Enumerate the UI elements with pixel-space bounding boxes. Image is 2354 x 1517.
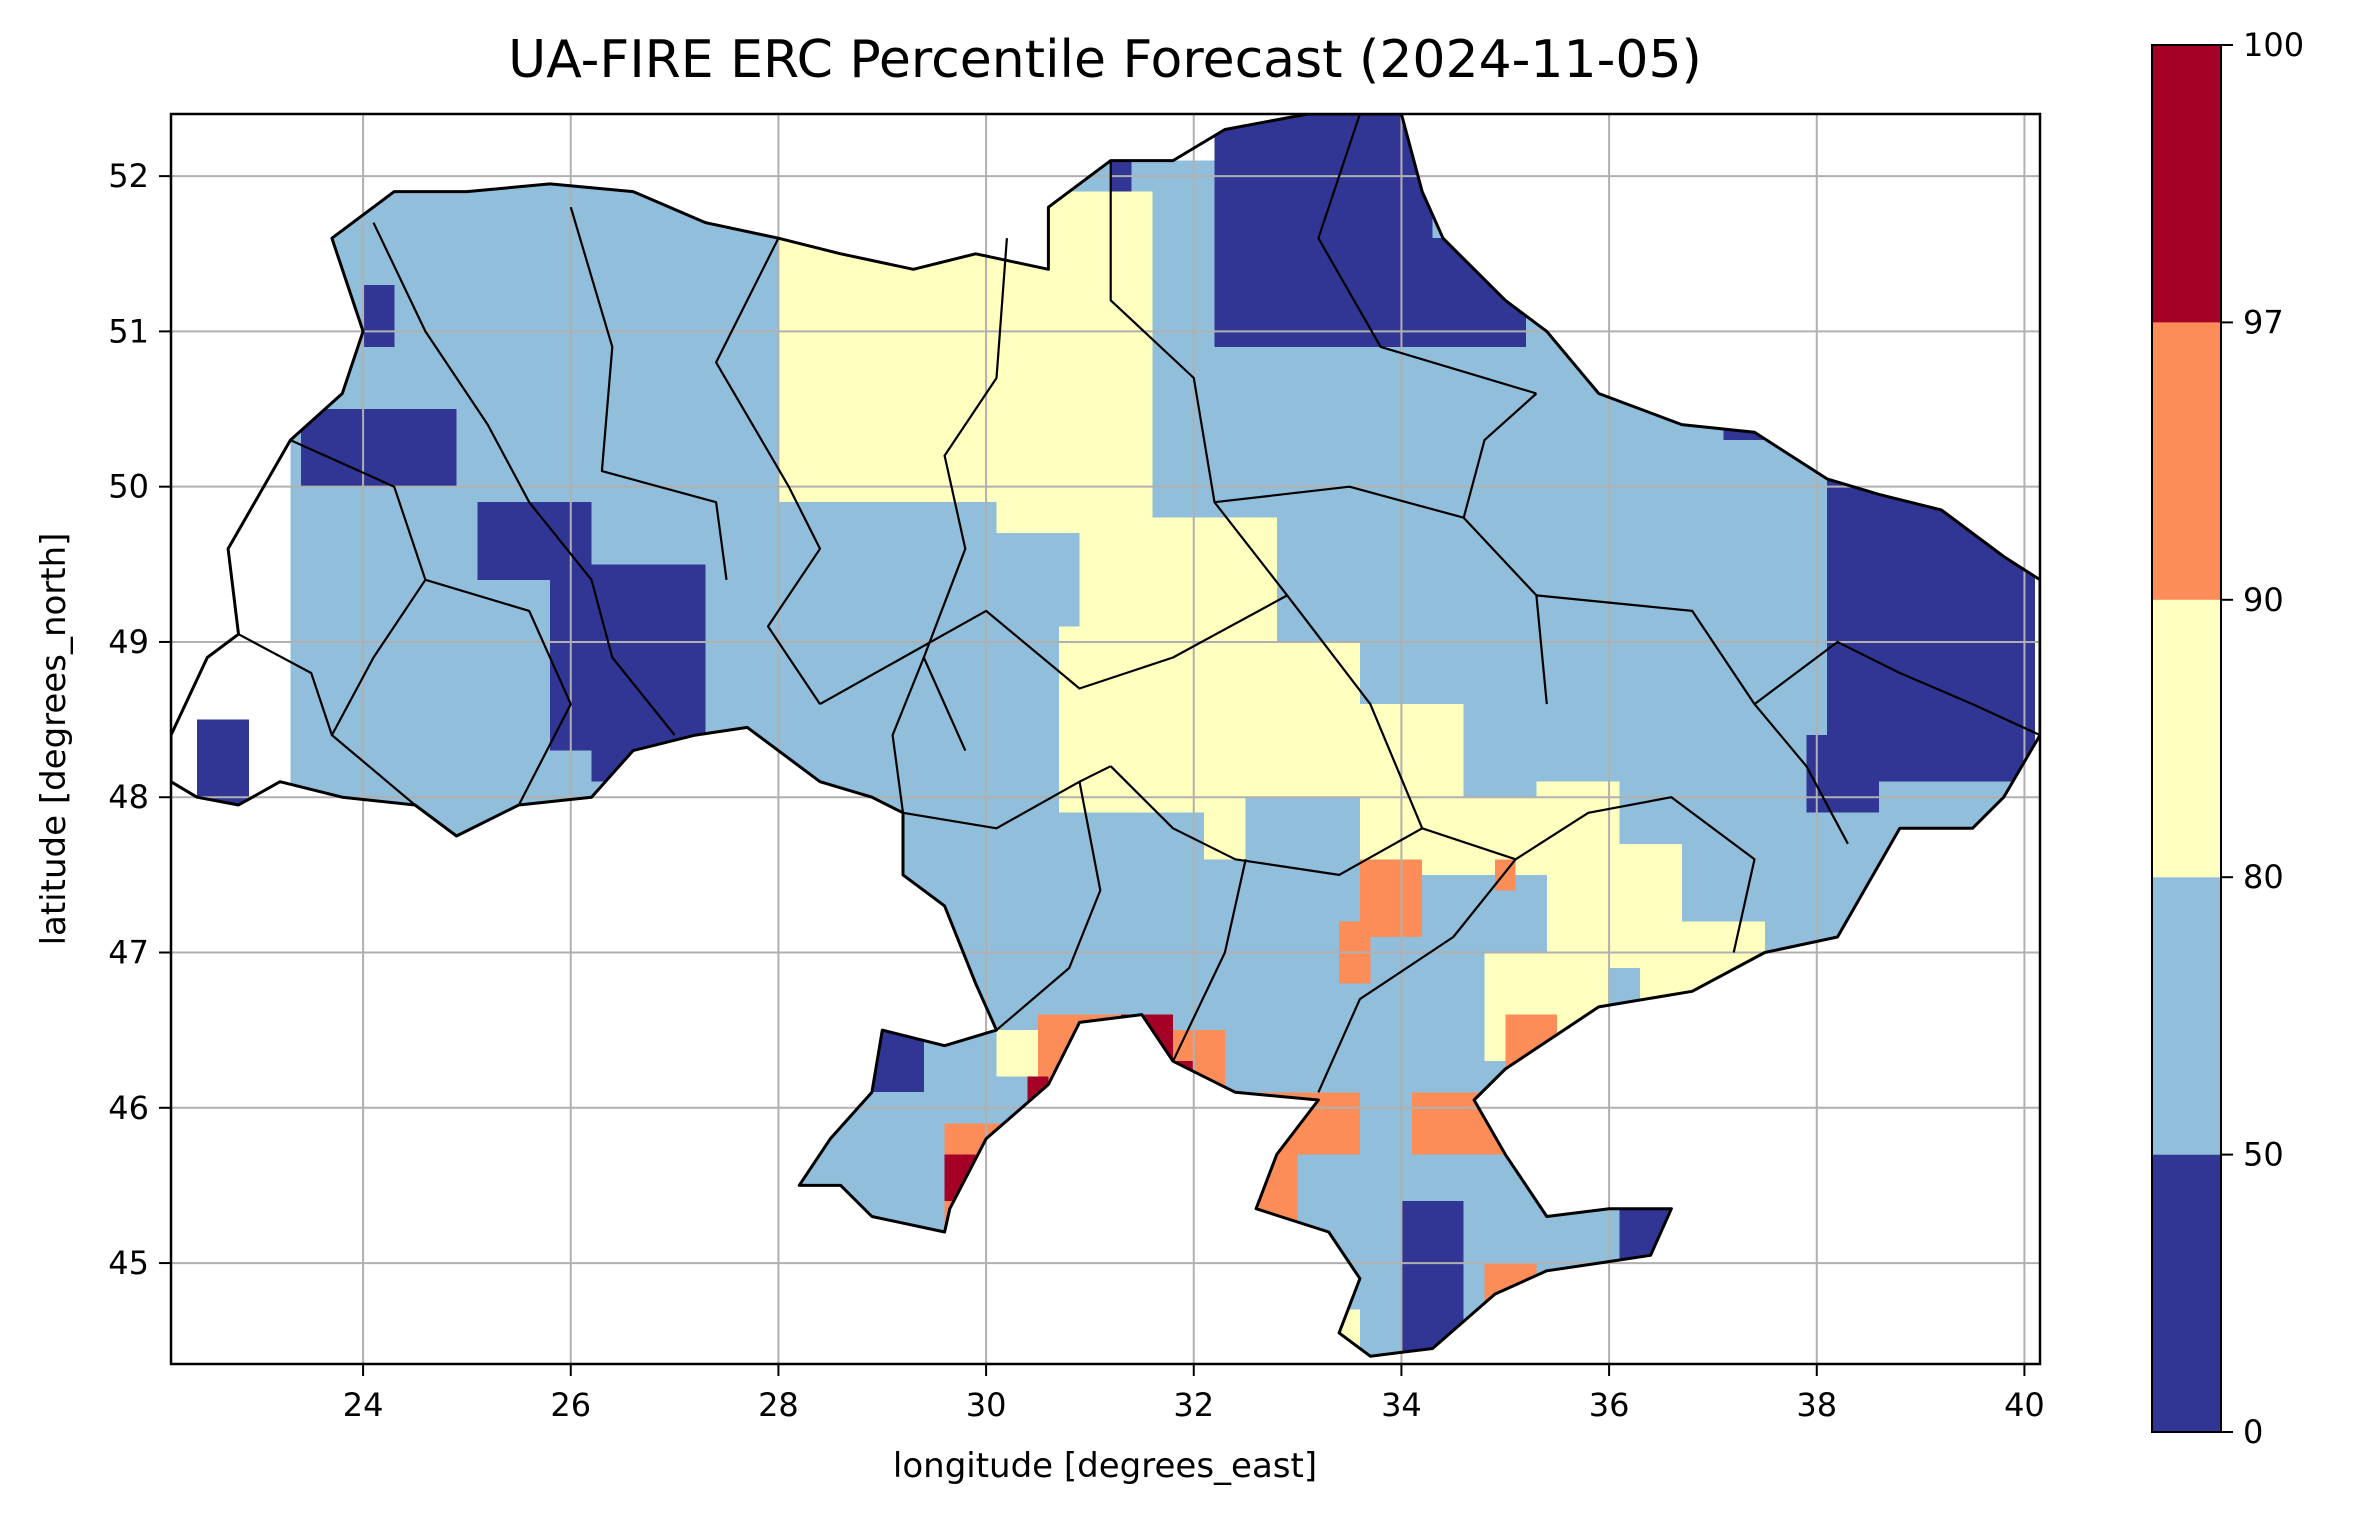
y-tick-label-47: 47 bbox=[108, 934, 149, 972]
oblast-boundary-20 bbox=[1462, 392, 1538, 518]
x-tick-label-38: 38 bbox=[1796, 1386, 1837, 1424]
oblast-boundary-3 bbox=[715, 237, 822, 705]
oblast-boundary-10 bbox=[1421, 796, 1756, 953]
erc-cell-class-4 bbox=[1121, 1014, 1173, 1093]
colorbar-frame bbox=[2151, 44, 2222, 1433]
erc-cell-class-0 bbox=[591, 719, 706, 782]
colorbar-segment-50-80 bbox=[2152, 877, 2221, 1155]
erc-cell-class-2 bbox=[1484, 952, 1610, 1062]
oblast-boundary-15 bbox=[1317, 858, 1517, 1093]
oblast-boundary-4 bbox=[922, 238, 1008, 752]
erc-cell-class-2 bbox=[1235, 642, 1360, 798]
erc-cell-class-2 bbox=[778, 222, 997, 503]
colorbar-segment-90-97 bbox=[2152, 322, 2221, 600]
colorbar-segment-97-100 bbox=[2152, 45, 2221, 323]
map-title: UA-FIRE ERC Percentile Forecast (2024-11… bbox=[508, 30, 1702, 90]
erc-cell-class-3 bbox=[1038, 1014, 1153, 1093]
erc-cell-class-0 bbox=[1401, 1201, 1464, 1357]
colorbar-tick-label-50: 50 bbox=[2243, 1136, 2284, 1174]
erc-cell-class-0 bbox=[550, 564, 706, 751]
oblast-boundary-9 bbox=[1753, 640, 2040, 737]
erc-cell-class-0 bbox=[1214, 114, 1433, 347]
x-tick-label-30: 30 bbox=[966, 1386, 1007, 1424]
oblast-boundary-11 bbox=[1109, 765, 1423, 876]
x-tick-label-32: 32 bbox=[1173, 1386, 1214, 1424]
colorbar-tick-label-100: 100 bbox=[2243, 26, 2304, 64]
y-tick-label-51: 51 bbox=[108, 312, 149, 350]
oblast-boundary-19 bbox=[237, 633, 416, 806]
oblast-boundary-2 bbox=[569, 206, 728, 580]
grid-layer bbox=[171, 114, 2040, 1364]
erc-cell-class-3 bbox=[1484, 1263, 1537, 1326]
x-axis-label: longitude [degrees_east] bbox=[892, 1446, 1318, 1486]
oblast-boundary-6 bbox=[1317, 114, 1537, 395]
oblast-boundary-21 bbox=[891, 657, 925, 813]
erc-cell-class-2 bbox=[1058, 626, 1236, 813]
field-raster bbox=[197, 114, 2035, 1357]
erc-cell-class-3 bbox=[1505, 1014, 1558, 1077]
colorbar-tick-label-80: 80 bbox=[2243, 858, 2284, 896]
erc-cell-class-2 bbox=[996, 191, 1153, 534]
x-tick-label-40: 40 bbox=[2004, 1386, 2045, 1424]
erc-cell-class-2 bbox=[1640, 921, 1765, 1015]
oblast-boundary-18 bbox=[425, 578, 572, 806]
tick-layer: 24 26 28 30 32 34 36 38 40 45 46 47 48 49 50 51 52 bbox=[108, 157, 2045, 1424]
y-tick-label-45: 45 bbox=[108, 1244, 149, 1282]
x-tick-label-24: 24 bbox=[343, 1386, 384, 1424]
x-tick-label-36: 36 bbox=[1589, 1386, 1630, 1424]
oblast-boundary-12 bbox=[902, 765, 1112, 830]
erc-cell-class-0 bbox=[1827, 455, 2035, 782]
colorbar-segment-80-90 bbox=[2152, 599, 2221, 878]
colorbar: 0 50 80 90 97 100 bbox=[2151, 26, 2304, 1451]
erc-cell-class-0 bbox=[1806, 735, 1880, 813]
oblast-boundary-13 bbox=[995, 781, 1102, 1031]
y-tick-label-48: 48 bbox=[108, 778, 149, 816]
erc-cell-class-0 bbox=[300, 409, 457, 487]
erc-cell-class-2 bbox=[861, 176, 914, 208]
y-tick-label-50: 50 bbox=[108, 468, 149, 506]
colorbar-tick-label-97: 97 bbox=[2243, 303, 2284, 341]
oblast-boundary-14 bbox=[1172, 859, 1247, 1062]
erc-cell-class-0 bbox=[363, 284, 395, 347]
oblast-boundary-0 bbox=[372, 222, 531, 503]
oblast-boundary-16 bbox=[819, 594, 1288, 706]
colorbar-segment-0-50 bbox=[2152, 1154, 2221, 1432]
erc-cell-class-0 bbox=[1619, 1185, 1693, 1263]
y-tick-label-46: 46 bbox=[108, 1089, 149, 1127]
y-tick-label-52: 52 bbox=[108, 157, 149, 195]
map-layer bbox=[197, 114, 2035, 1357]
erc-cell-class-4 bbox=[944, 1154, 976, 1201]
colorbar-tick-label-0: 0 bbox=[2243, 1413, 2263, 1451]
erc-cell-class-2 bbox=[1204, 797, 1246, 860]
axes-frame bbox=[169, 112, 2042, 1366]
x-tick-label-28: 28 bbox=[758, 1386, 799, 1424]
colorbar-tick-label-90: 90 bbox=[2243, 581, 2284, 619]
border-layer bbox=[171, 114, 2040, 1358]
oblast-boundary-1 bbox=[528, 501, 676, 736]
x-tick-label-26: 26 bbox=[550, 1386, 591, 1424]
erc-cell-class-3 bbox=[1193, 1092, 1360, 1155]
y-tick-label-49: 49 bbox=[108, 623, 149, 661]
x-tick-label-34: 34 bbox=[1381, 1386, 1422, 1424]
country-border bbox=[171, 114, 2040, 1358]
